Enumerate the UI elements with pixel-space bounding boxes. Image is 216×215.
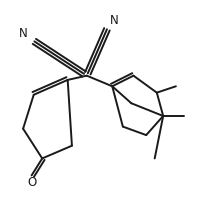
Text: N: N	[19, 27, 27, 40]
Text: O: O	[27, 176, 36, 189]
Text: N: N	[110, 14, 119, 27]
